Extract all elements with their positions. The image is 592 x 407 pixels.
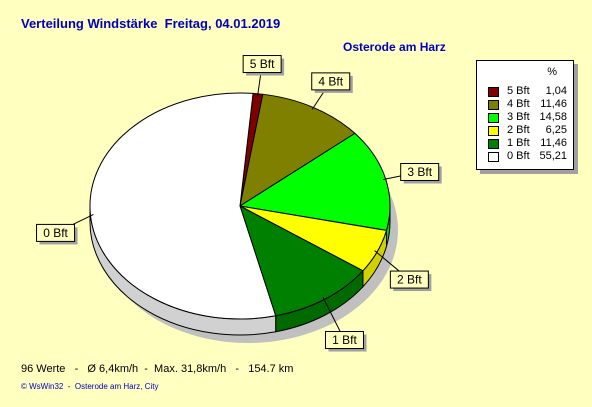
label-box	[400, 162, 440, 181]
legend-item: 3 Bft 14,58	[488, 111, 572, 124]
legend-swatch	[488, 113, 499, 123]
legend-item: 5 Bft 1,04	[488, 85, 572, 98]
chart-location: Osterode am Harz	[343, 40, 446, 54]
legend-item: 2 Bft 6,25	[488, 124, 572, 137]
slice-label: 1 Bft	[332, 333, 357, 347]
legend-label: 5 Bft	[507, 85, 530, 97]
legend-unit-header: %	[547, 66, 557, 78]
legend-value: 1,04	[545, 85, 567, 97]
legend-value: 11,46	[540, 137, 567, 149]
slice-label: 3 Bft	[407, 165, 432, 179]
legend-swatch	[488, 100, 499, 110]
label-box	[242, 55, 282, 74]
legend-swatch	[488, 87, 499, 97]
legend-item: 1 Bft 11,46	[488, 137, 572, 150]
legend-label: 1 Bft	[507, 137, 530, 149]
legend-value: 55,21	[539, 150, 567, 162]
credit-line: © WsWin32 - Osterode am Harz, City	[21, 382, 159, 391]
legend-swatch	[488, 126, 499, 136]
label-box	[389, 270, 429, 289]
summary-stats: 96 Werte - Ø 6,4km/h - Max. 31,8km/h - 1…	[21, 363, 294, 375]
pie-slice	[89, 92, 277, 320]
legend-value: 11,46	[540, 98, 567, 110]
slice-label: 4 Bft	[318, 74, 343, 88]
legend-swatch	[488, 139, 499, 149]
label-box	[324, 331, 364, 350]
pie-slice	[239, 204, 364, 317]
legend-value: 6,25	[545, 124, 567, 136]
legend-label: 0 Bft	[507, 150, 530, 162]
label-box	[36, 223, 76, 242]
chart-title: Verteilung Windstärke Freitag, 04.01.201…	[21, 16, 281, 31]
legend-value: 14,58	[539, 111, 567, 123]
legend-label: 4 Bft	[507, 98, 530, 110]
legend-item: 0 Bft 55,21	[488, 150, 572, 163]
legend-label: 3 Bft	[507, 111, 530, 123]
legend-item: 4 Bft 11,46	[488, 98, 572, 111]
legend-label: 2 Bft	[507, 124, 530, 136]
slice-label: 5 Bft	[250, 57, 275, 71]
slice-label: 2 Bft	[397, 273, 422, 287]
legend-swatch	[488, 152, 499, 162]
label-box	[311, 72, 351, 91]
chart-legend: % 5 Bft 1,04 4 Bft 11,46 3 Bft 14,58 2 B…	[476, 60, 574, 170]
slice-label: 0 Bft	[43, 226, 68, 240]
